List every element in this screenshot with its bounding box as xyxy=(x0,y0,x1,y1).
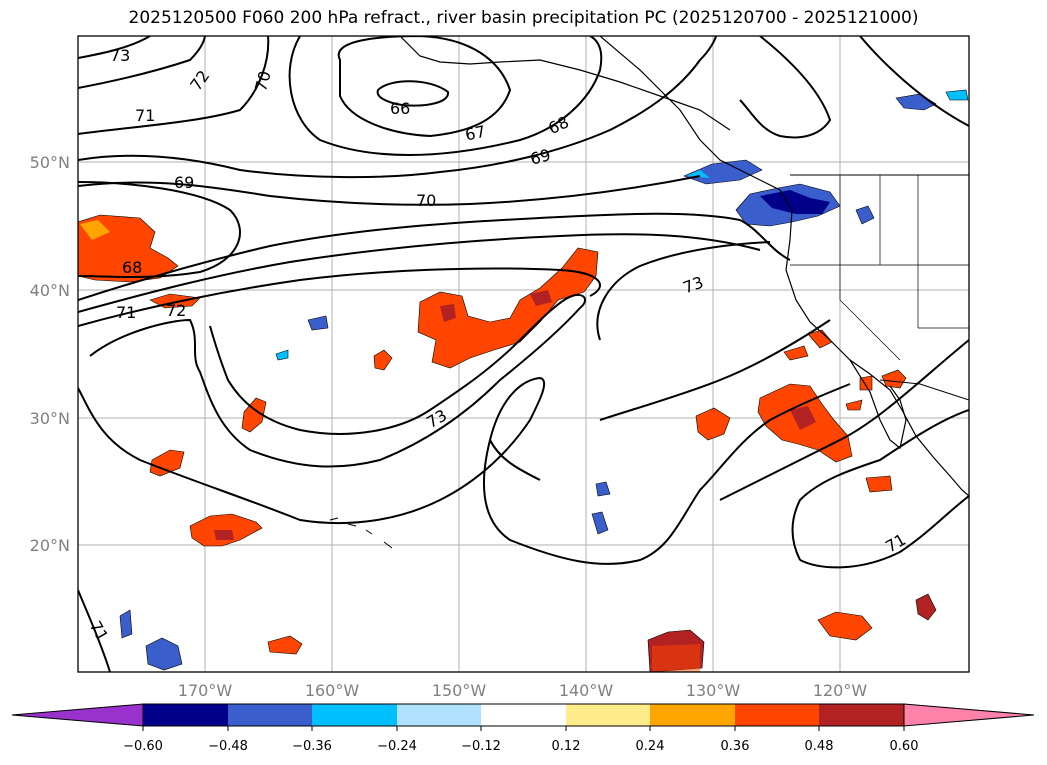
contour-label: 66 xyxy=(390,99,410,118)
contour-ne-right xyxy=(859,36,969,127)
contour-73-main xyxy=(89,294,587,468)
lon-label-150w: 150°W xyxy=(432,681,487,700)
colorbar-segment xyxy=(481,704,566,726)
contour-71 xyxy=(78,36,270,135)
plot-area xyxy=(78,36,969,672)
lon-label-130w: 130°W xyxy=(686,681,741,700)
colorbar-frame xyxy=(142,703,905,727)
contour-66 xyxy=(376,80,449,107)
colorbar-extend-max xyxy=(903,703,1035,727)
precip-neg-idaho xyxy=(855,205,875,225)
contour-73-south xyxy=(78,376,851,565)
contour-69 xyxy=(78,36,717,179)
contour-70 xyxy=(78,175,701,206)
contour-72-central xyxy=(78,267,601,327)
contour-label: 68 xyxy=(122,258,142,277)
precip-blob-baja xyxy=(881,369,907,389)
lat-label-20n: 20°N xyxy=(30,536,70,555)
latitude-labels: 50°N 40°N 30°N 20°N xyxy=(30,153,70,555)
lon-label-140w: 140°W xyxy=(559,681,614,700)
colorbar-tick-label: −0.60 xyxy=(123,739,163,754)
contour-label: 72 xyxy=(166,301,186,320)
precip-blob-south-ee xyxy=(915,593,937,621)
colorbar-segment xyxy=(312,704,397,726)
plot-frame xyxy=(77,35,970,673)
contour-label: 67 xyxy=(463,122,487,145)
contour-68 xyxy=(288,36,603,156)
colorbar-segment xyxy=(735,704,819,726)
map-title: 2025120500 F060 200 hPa refract., river … xyxy=(128,8,919,28)
contour-label: 69 xyxy=(174,173,194,192)
lat-label-30n: 30°N xyxy=(30,409,70,428)
precip-blob-165 xyxy=(241,397,267,433)
contour-69-west xyxy=(78,181,241,278)
contour-south-bump xyxy=(489,439,541,481)
contour-label: 71 xyxy=(135,106,155,125)
contour-se-lower xyxy=(791,409,969,561)
coastlines xyxy=(329,36,969,549)
lat-label-40n: 40°N xyxy=(30,281,70,300)
precip-neg-bc xyxy=(683,159,763,185)
colorbar-tick-label: −0.48 xyxy=(208,739,248,754)
precip-neg-south-west xyxy=(145,637,183,671)
hawaii xyxy=(329,517,393,549)
contour-67 xyxy=(337,36,512,138)
state-lines xyxy=(790,175,969,361)
colorbar-tick-label: 0.36 xyxy=(721,739,750,754)
precip-blob-132 xyxy=(695,407,731,441)
contour-71-sw xyxy=(78,589,111,672)
baja-peninsula xyxy=(849,359,907,450)
contour-label: 73 xyxy=(110,46,130,65)
colorbar-tick-label: −0.12 xyxy=(461,739,501,754)
contour-73 xyxy=(78,36,151,59)
colorbar-tick-label: 0.60 xyxy=(890,739,919,754)
refractivity-contours xyxy=(78,36,969,672)
contour-se-corner xyxy=(719,339,969,501)
precip-blob-168 xyxy=(149,449,185,477)
colorbar-tick-label: 0.24 xyxy=(636,739,665,754)
lon-label-120w: 120°W xyxy=(813,681,868,700)
us-mexico-border xyxy=(879,379,969,401)
colorbar-segment xyxy=(397,704,481,726)
colorbar-tick-label: 0.12 xyxy=(552,739,581,754)
precip-blob-south-east xyxy=(817,611,873,641)
colorbar-tick-label: 0.48 xyxy=(805,739,834,754)
precip-blob-central xyxy=(417,247,599,369)
colorbar-segment xyxy=(228,704,312,726)
contour-label: 71 xyxy=(116,303,136,322)
colorbar-segment xyxy=(819,704,904,726)
alaska-coast xyxy=(399,36,731,131)
precip-blob-155 xyxy=(373,349,393,371)
contour-ne-outer xyxy=(739,36,832,139)
lon-label-170w: 170°W xyxy=(178,681,233,700)
colorbar-tick-label: −0.24 xyxy=(377,739,417,754)
colorbar-ticks xyxy=(142,726,905,731)
contour-71-se xyxy=(799,495,969,569)
precip-blob-south-163 xyxy=(267,635,303,655)
colorbar-segment xyxy=(566,704,650,726)
precip-negative-areas xyxy=(119,89,969,671)
contour-label: 70 xyxy=(416,191,436,210)
lat-label-50n: 50°N xyxy=(30,153,70,172)
contour-label: 69 xyxy=(528,145,553,169)
contour-72 xyxy=(78,36,206,89)
longitude-labels: 170°W 160°W 150°W 140°W 130°W 120°W xyxy=(178,681,868,700)
colorbar-segment xyxy=(143,704,228,726)
contour-71-central xyxy=(78,233,761,313)
contour-73-east xyxy=(596,241,771,341)
colorbar-tick-label: −0.36 xyxy=(292,739,332,754)
contour-70-central xyxy=(78,212,791,301)
colorbar-segment xyxy=(650,704,735,726)
contour-neck-lower xyxy=(599,319,831,421)
colorbar: −0.60 −0.48 −0.36 −0.24 −0.12 0.12 0.24 … xyxy=(11,703,1035,754)
lon-label-160w: 160°W xyxy=(305,681,360,700)
colorbar-extend-min xyxy=(11,703,144,727)
precip-positive-areas xyxy=(78,214,937,672)
north-america-coast xyxy=(599,36,969,497)
contour-label: 70 xyxy=(251,69,275,94)
